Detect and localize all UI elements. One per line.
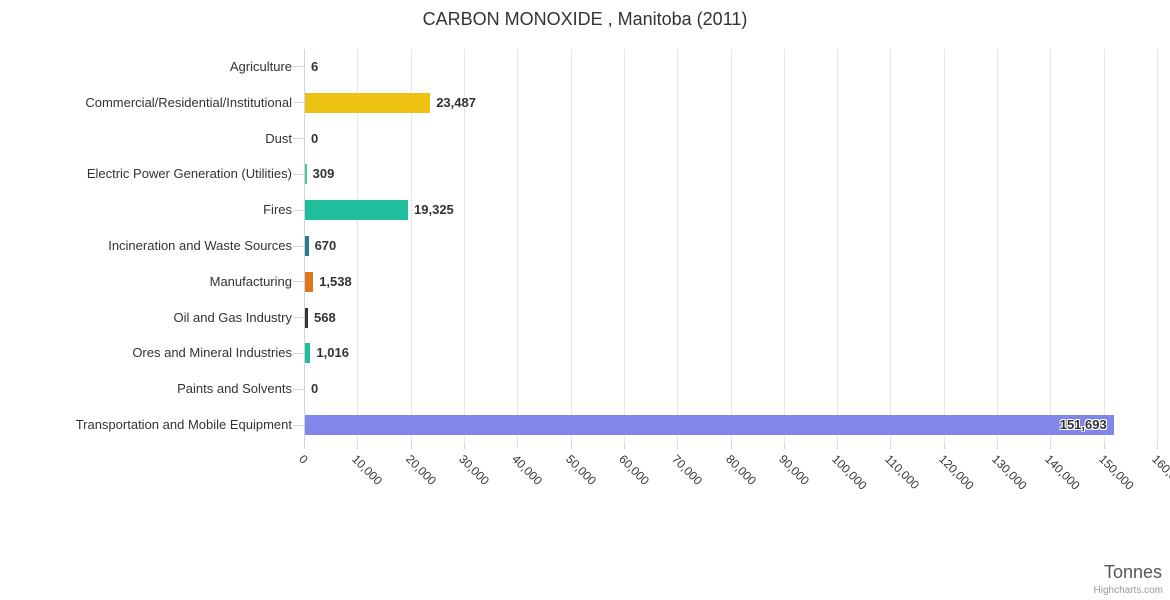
value-label: 151,693 [1059, 417, 1107, 433]
x-axis-tick [837, 443, 839, 449]
x-axis-tick [463, 443, 465, 449]
category-label: Electric Power Generation (Utilities) [86, 166, 292, 182]
x-axis-label: 120,000 [935, 452, 977, 493]
category-axis-tick [293, 209, 303, 211]
gridline [943, 49, 945, 443]
x-axis-tick [943, 443, 945, 449]
value-label: 0 [311, 381, 319, 397]
category-label: Paints and Solvents [177, 381, 292, 397]
gridline [783, 49, 785, 443]
x-axis-tick [570, 443, 572, 449]
value-label: 1,016 [316, 345, 349, 361]
category-axis-tick [293, 138, 303, 140]
x-axis-tick [783, 443, 785, 449]
x-axis-label: 30,000 [456, 452, 492, 488]
category-label: Commercial/Residential/Institutional [85, 94, 292, 110]
gridline [890, 49, 892, 443]
x-axis-label: 130,000 [989, 452, 1030, 493]
bar[interactable] [305, 343, 311, 364]
category-axis-tick [293, 388, 303, 390]
category-axis-tick [293, 102, 303, 104]
x-axis-label: 50,000 [562, 452, 599, 488]
gridline [517, 49, 519, 443]
x-axis-tick [997, 443, 999, 449]
x-axis-label: 110,000 [882, 452, 923, 492]
value-label: 309 [312, 166, 335, 182]
category-label: Incineration and Waste Sources [108, 238, 292, 253]
category-label: Ores and Mineral Industries [132, 345, 292, 361]
x-axis-label: 80,000 [722, 452, 759, 488]
category-label: Fires [263, 202, 292, 218]
gridline [1157, 49, 1158, 443]
gridline [997, 49, 999, 443]
category-label: Oil and Gas Industry [173, 309, 293, 325]
bar[interactable] [305, 271, 314, 292]
category-axis-tick [293, 424, 303, 426]
bar[interactable] [305, 92, 431, 113]
x-axis-tick [517, 443, 519, 449]
value-label: 1,538 [319, 273, 352, 289]
value-label: 23,487 [436, 94, 476, 110]
value-label: 0 [311, 130, 319, 146]
x-axis-label: 20,000 [402, 452, 439, 488]
value-label: 568 [314, 309, 336, 325]
x-axis-label: 150,000 [1095, 452, 1137, 493]
x-axis-tick [1157, 443, 1158, 449]
bar[interactable] [305, 415, 1114, 436]
x-axis-tick [890, 443, 892, 449]
gridline [730, 49, 732, 443]
x-axis-label: 40,000 [509, 452, 546, 488]
category-label: Transportation and Mobile Equipment [75, 417, 292, 433]
x-axis-tick [1050, 443, 1052, 449]
gridline [570, 49, 572, 443]
gridline [1050, 49, 1052, 443]
x-axis-label: 10,000 [349, 452, 386, 488]
gridline [1103, 49, 1105, 443]
chart-title: CARBON MONOXIDE , Manitoba (2011) [422, 9, 748, 29]
gridline [463, 49, 465, 443]
x-axis-tick [623, 443, 625, 449]
gridline [623, 49, 625, 443]
category-label: Dust [265, 130, 292, 146]
x-axis-label: 90,000 [775, 452, 812, 488]
gridline [357, 49, 359, 443]
x-axis-label: 0 [296, 452, 311, 467]
bar[interactable] [305, 236, 309, 256]
category-axis-tick [293, 173, 303, 175]
category-label: Manufacturing [209, 273, 292, 289]
value-label: 19,325 [414, 202, 454, 218]
gridline [677, 49, 679, 443]
category-label: Agriculture [229, 58, 292, 74]
category-axis-tick [293, 66, 303, 68]
x-axis-label: 70,000 [669, 452, 706, 488]
x-axis-tick [730, 443, 732, 449]
x-axis-tick [304, 443, 305, 449]
x-axis-tick [410, 443, 412, 449]
gridline [837, 49, 839, 443]
x-axis-label: 60,000 [615, 452, 652, 488]
x-axis-tick [1103, 443, 1105, 449]
x-axis-tick [677, 443, 679, 449]
highcharts-credits-link[interactable]: Highcharts.com [1093, 585, 1163, 596]
value-label: 6 [311, 58, 319, 74]
bar[interactable] [305, 164, 307, 185]
category-axis-tick [293, 352, 303, 354]
x-axis-label: 160,000 [1149, 452, 1170, 493]
bar[interactable] [305, 200, 409, 221]
x-axis-label: 100,000 [829, 452, 870, 493]
bar[interactable] [305, 307, 309, 328]
category-axis-tick [293, 281, 303, 283]
value-label: 670 [314, 238, 337, 253]
gridline [410, 49, 412, 443]
category-axis-tick [293, 245, 303, 247]
x-axis-tick [357, 443, 359, 449]
category-axis-tick [293, 317, 303, 319]
x-axis-title: Tonnes [1103, 562, 1162, 582]
category-axis-line [304, 49, 305, 443]
x-axis-label: 140,000 [1042, 452, 1084, 493]
